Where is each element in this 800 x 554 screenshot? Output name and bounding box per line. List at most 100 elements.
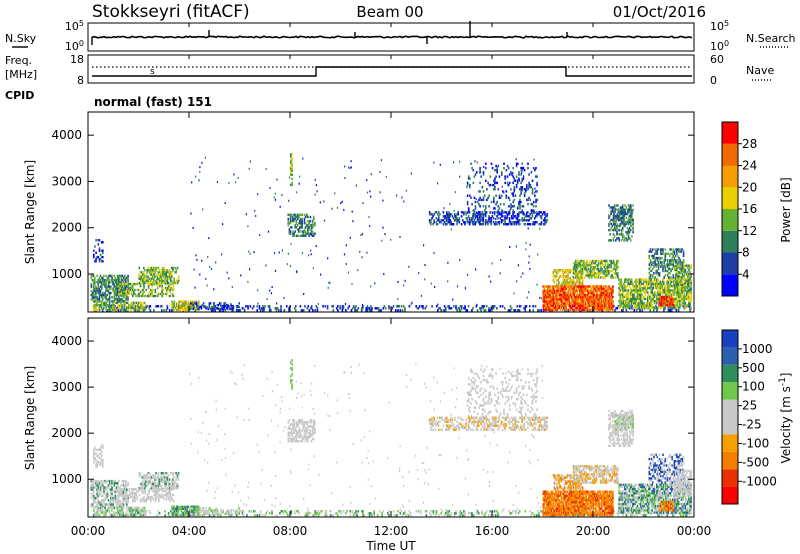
heatmap-cell	[310, 305, 313, 308]
heatmap-cell	[328, 281, 330, 284]
heatmap-cell	[105, 285, 107, 288]
heatmap-cell	[556, 293, 558, 297]
heatmap-cell	[632, 231, 634, 234]
heatmap-cell	[656, 278, 658, 281]
heatmap-cell	[668, 304, 670, 307]
heatmap-cell	[299, 175, 301, 178]
heatmap-cell	[558, 305, 561, 308]
heatmap-cell	[635, 284, 637, 288]
heatmap-cell	[434, 514, 437, 517]
heatmap-cell	[155, 266, 157, 270]
heatmap-cell	[575, 298, 578, 301]
heatmap-cell	[287, 219, 290, 223]
heatmap-cell	[594, 261, 596, 265]
heatmap-cell	[588, 261, 591, 265]
heatmap-cell	[474, 223, 477, 226]
heatmap-cell	[593, 261, 595, 265]
heatmap-cell	[525, 213, 528, 216]
heatmap-cell	[594, 272, 596, 275]
heatmap-cell	[172, 286, 175, 290]
heatmap-cell	[679, 263, 681, 266]
heatmap-cell	[593, 306, 596, 309]
heatmap-cell	[105, 289, 107, 293]
heatmap-cell	[138, 301, 140, 305]
heatmap-cell	[504, 177, 506, 180]
heatmap-cell	[490, 223, 493, 226]
heatmap-cell	[521, 219, 523, 222]
heatmap-cell	[592, 287, 595, 290]
heatmap-cell	[473, 196, 476, 199]
heatmap-cell	[641, 304, 643, 307]
heatmap-cell	[689, 309, 691, 312]
heatmap-cell	[468, 219, 471, 222]
heatmap-cell	[92, 285, 95, 288]
heatmap-cell	[653, 291, 656, 294]
heatmap-cell	[127, 276, 129, 280]
heatmap-cell	[544, 306, 547, 309]
heatmap-cell	[576, 268, 578, 271]
heatmap-cell	[107, 279, 110, 282]
heatmap-cell	[476, 219, 479, 222]
heatmap-cell	[312, 217, 315, 221]
heatmap-cell	[596, 306, 598, 309]
heatmap-cell	[588, 298, 590, 301]
heatmap-cell	[326, 307, 329, 310]
heatmap-cell	[517, 264, 519, 267]
heatmap-cell	[561, 298, 564, 301]
colorbar-swatch	[722, 230, 738, 253]
heatmap-cell	[212, 309, 214, 312]
heatmap-cell	[320, 510, 322, 513]
heatmap-cell	[312, 232, 315, 235]
heatmap-cell	[630, 214, 632, 218]
heatmap-cell	[562, 273, 565, 276]
heatmap-cell	[472, 215, 474, 218]
heatmap-cell	[477, 211, 480, 214]
heatmap-cell	[162, 269, 164, 272]
heatmap-cell	[584, 263, 586, 267]
heatmap-cell	[664, 291, 666, 294]
heatmap-cell	[653, 261, 655, 264]
heatmap-cell	[415, 510, 417, 513]
heatmap-cell	[678, 293, 681, 296]
heatmap-cell	[670, 284, 673, 288]
heatmap-cell	[297, 215, 300, 219]
heatmap-cell	[619, 210, 622, 214]
heatmap-cell	[655, 263, 657, 266]
heatmap-cell	[522, 166, 525, 170]
heatmap-cell	[551, 300, 554, 303]
heatmap-cell	[232, 305, 235, 309]
heatmap-cell	[187, 304, 190, 307]
heatmap-cell	[485, 221, 488, 224]
heatmap-cell	[493, 223, 496, 226]
heatmap-cell	[306, 215, 308, 219]
heatmap-cell	[105, 308, 108, 312]
heatmap-cell	[148, 305, 151, 308]
heatmap-cell	[174, 281, 176, 285]
heatmap-cell	[584, 304, 587, 307]
heatmap-cell	[450, 228, 452, 231]
heatmap-cell	[130, 304, 132, 307]
heatmap-cell	[672, 297, 675, 301]
heatmap-cell	[98, 308, 101, 312]
heatmap-cell	[443, 514, 446, 517]
heatmap-cell	[601, 268, 603, 271]
heatmap-cell	[661, 295, 663, 299]
heatmap-cell	[600, 302, 603, 305]
heatmap-cell	[143, 271, 145, 274]
heatmap-cell	[511, 173, 513, 176]
heatmap-cell	[284, 510, 287, 513]
heatmap-cell	[677, 309, 680, 312]
heatmap-cell	[268, 307, 271, 310]
heatmap-cell	[656, 269, 659, 273]
heatmap-cell	[460, 223, 463, 226]
heatmap-cell	[307, 224, 309, 227]
heatmap-cell	[669, 304, 671, 307]
heatmap-cell	[627, 210, 630, 214]
heatmap-cell	[90, 283, 93, 286]
heatmap-cell	[290, 173, 292, 176]
heatmap-cell	[106, 309, 108, 312]
heatmap-cell	[675, 248, 678, 251]
heatmap-cell	[585, 274, 587, 277]
heatmap-cell	[91, 298, 94, 301]
heatmap-cell	[619, 299, 621, 303]
